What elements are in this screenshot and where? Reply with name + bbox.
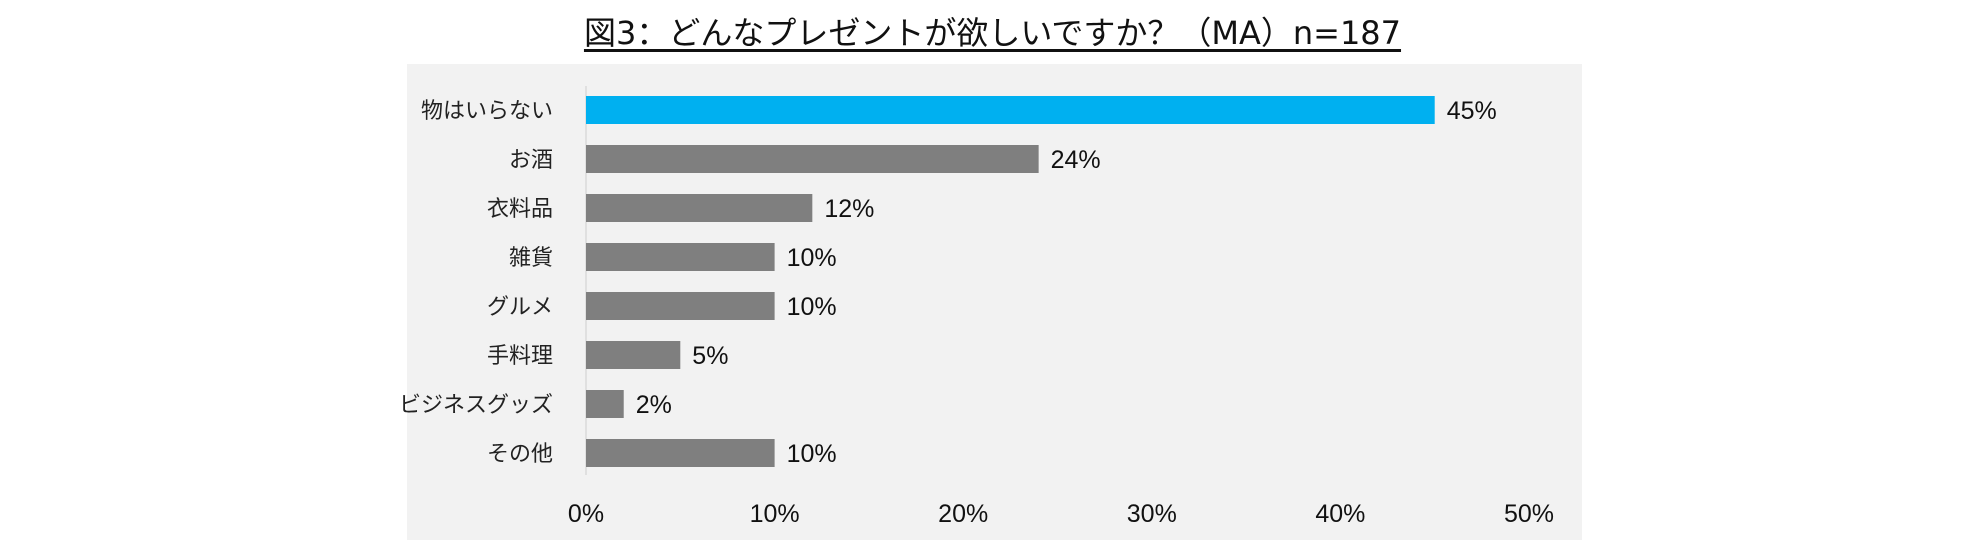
chart-title: 図3：どんなプレゼントが欲しいですか？（MA）n=187 xyxy=(583,14,1402,52)
x-tick-label: 50% xyxy=(1504,500,1554,528)
category-label: 衣料品 xyxy=(487,197,553,222)
value-label: 2% xyxy=(636,391,672,419)
value-label: 10% xyxy=(787,440,837,468)
bar-2 xyxy=(586,145,1039,173)
value-label: 24% xyxy=(1051,146,1101,174)
x-tick-label: 0% xyxy=(568,500,604,528)
category-label: その他 xyxy=(487,442,553,467)
x-tick-label: 40% xyxy=(1315,500,1365,528)
category-label: 雑貨 xyxy=(509,246,553,271)
bar-8 xyxy=(586,439,775,467)
bar-5 xyxy=(586,292,775,320)
plot-background xyxy=(407,64,1582,540)
x-tick-label: 30% xyxy=(1127,500,1177,528)
bars-group xyxy=(586,96,1435,467)
category-label: グルメ xyxy=(487,295,553,320)
x-tick-labels: 0% 10% 20% 30% 40% 50% xyxy=(568,500,1554,528)
value-label: 12% xyxy=(824,195,874,223)
bar-6 xyxy=(586,341,681,369)
x-tick-label: 10% xyxy=(750,500,800,528)
bar-7 xyxy=(586,390,624,418)
value-labels: 45% 24% 12% 10% 10% 5% 2% 10% xyxy=(636,97,1497,468)
value-label: 10% xyxy=(787,244,837,272)
bar-4 xyxy=(586,243,775,271)
category-label: お酒 xyxy=(509,148,553,173)
bar-3 xyxy=(586,194,813,222)
value-label: 45% xyxy=(1447,97,1497,125)
x-tick-label: 20% xyxy=(938,500,988,528)
bar-1 xyxy=(586,96,1435,124)
category-label: 物はいらない xyxy=(421,99,553,124)
category-label: ビジネスグッズ xyxy=(399,393,553,418)
value-label: 5% xyxy=(692,342,728,370)
value-label: 10% xyxy=(787,293,837,321)
category-label: 手料理 xyxy=(487,344,553,369)
